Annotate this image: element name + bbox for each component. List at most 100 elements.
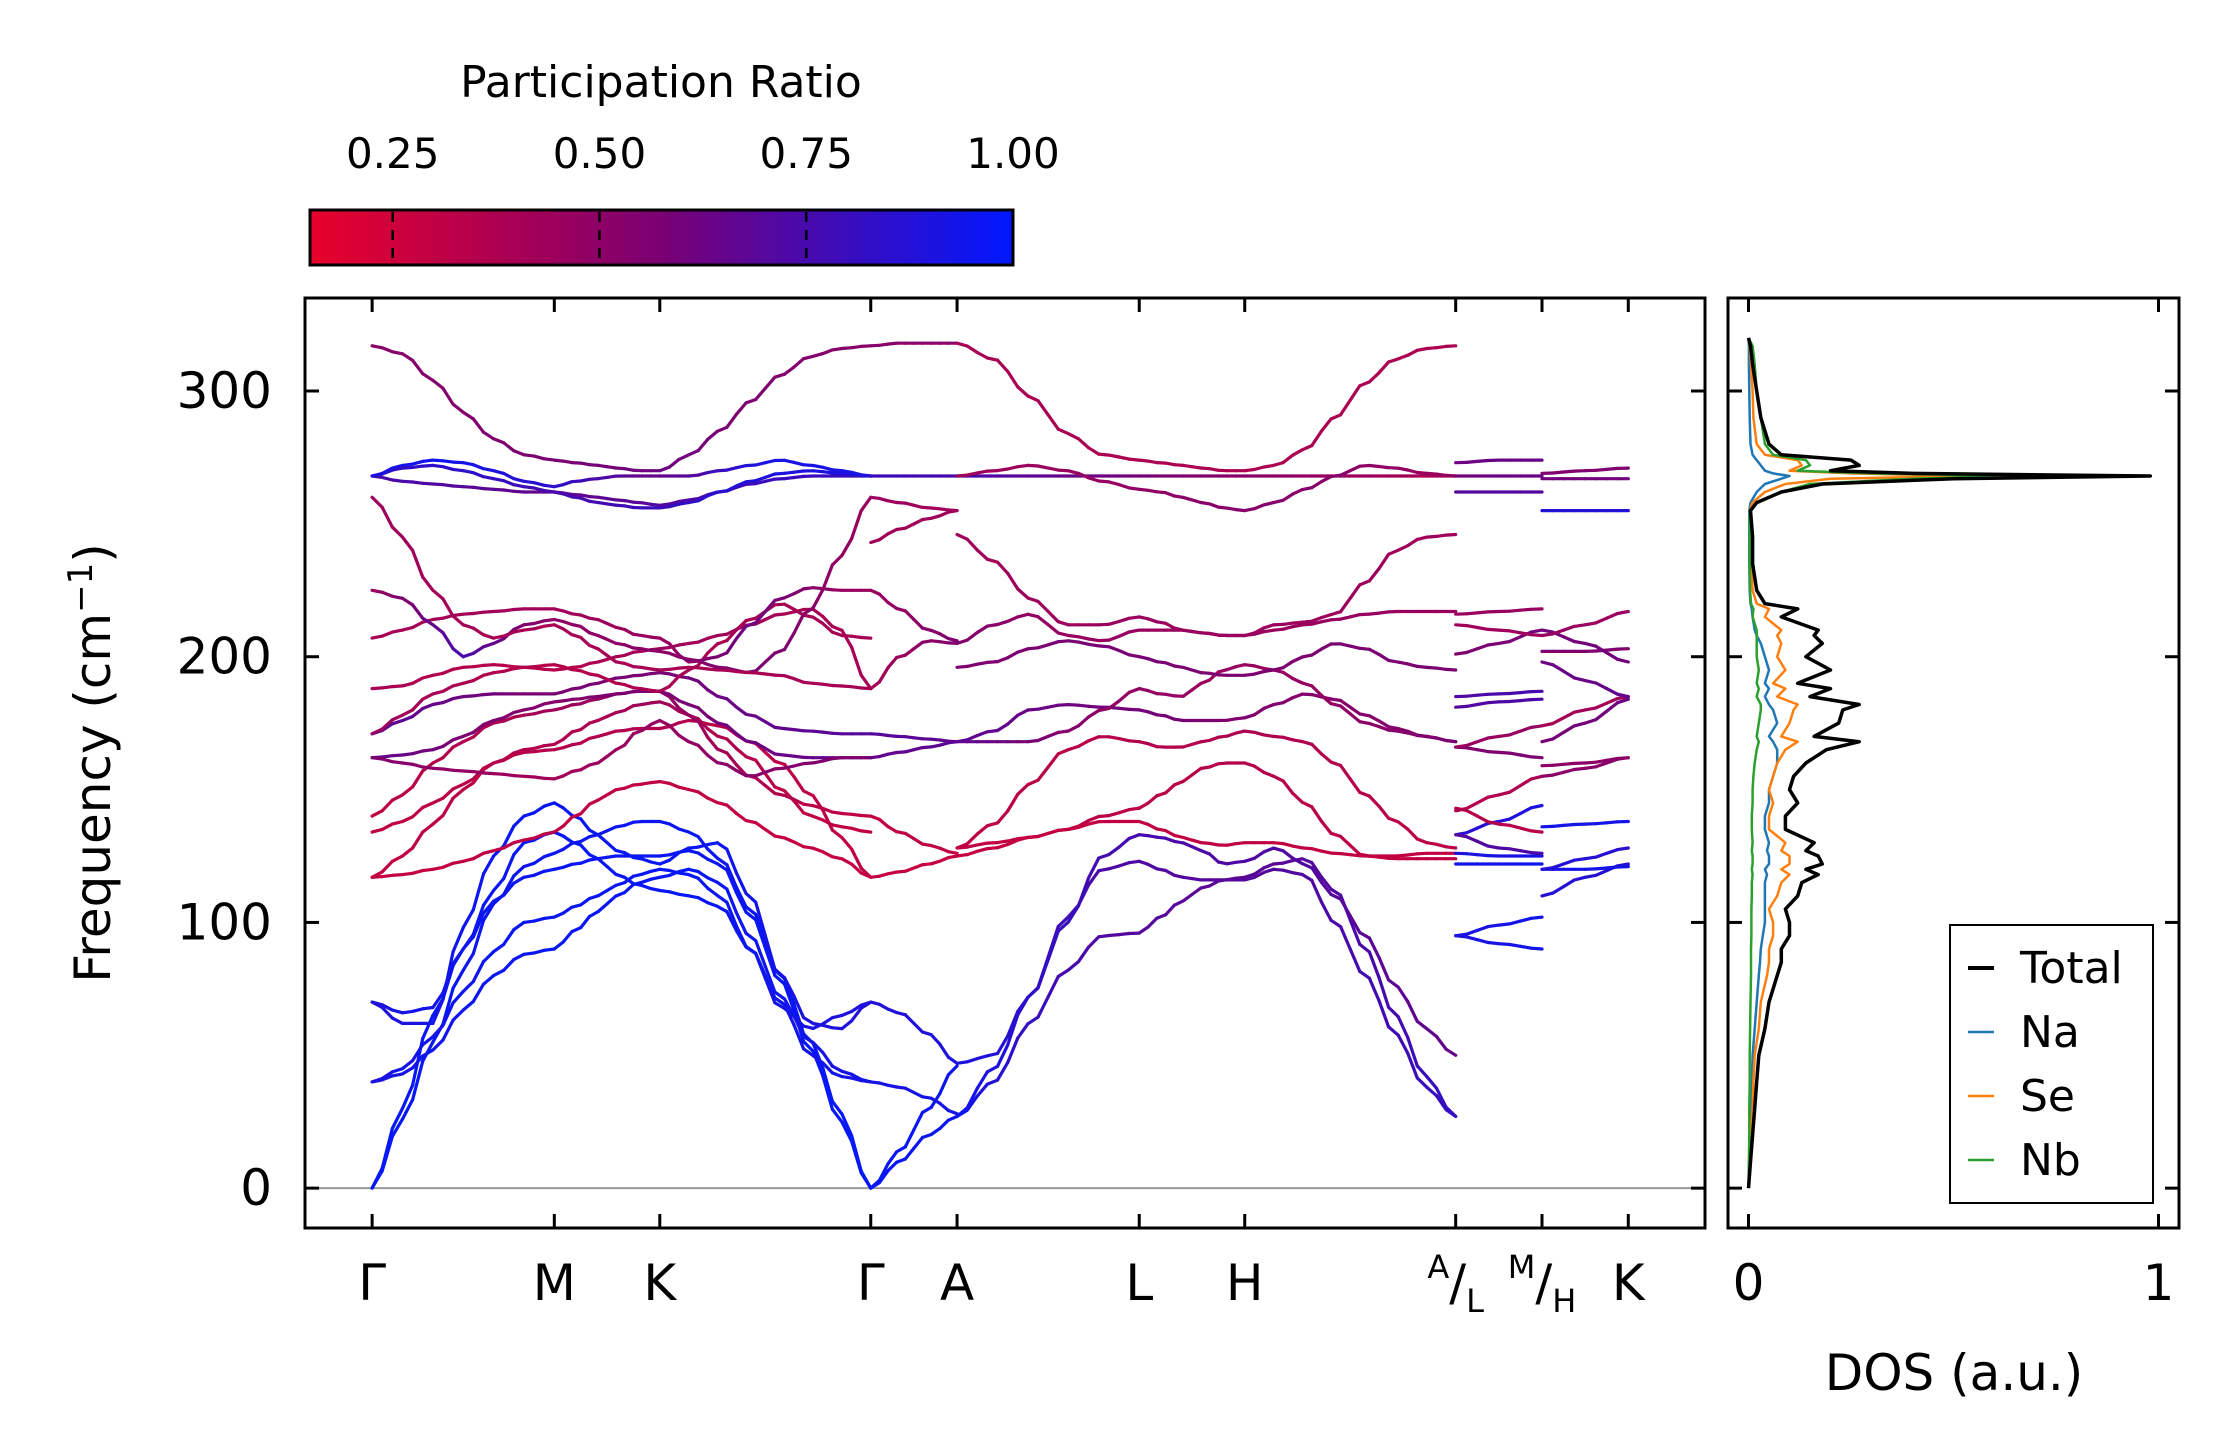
band-segment: [552, 623, 565, 631]
band-segment: [400, 352, 415, 362]
band-segment: [1097, 644, 1111, 649]
band-line: [658, 867, 873, 1084]
band-segment: [622, 851, 636, 860]
band-segment: [512, 864, 526, 878]
band-segment: [1086, 735, 1101, 743]
band-segment: [821, 850, 835, 859]
band-segment: [481, 609, 496, 614]
band-segment: [706, 642, 719, 655]
band-segment: [667, 651, 681, 659]
band-segment: [471, 982, 486, 1004]
band-segment: [734, 911, 748, 935]
band-segment: [1252, 866, 1266, 876]
band-segment: [441, 459, 455, 464]
band-segment: [830, 553, 844, 567]
band-segment: [1507, 783, 1523, 794]
band-segment: [1605, 701, 1620, 713]
band-line: [1137, 875, 1247, 935]
band-segment: [1243, 875, 1256, 882]
band-segment: [1497, 790, 1512, 797]
legend-box: [1949, 924, 2154, 1204]
band-segment: [792, 612, 806, 635]
band-segment: [985, 1064, 1000, 1074]
band-segment: [587, 798, 600, 806]
band-line: [1243, 463, 1458, 513]
band-segment: [512, 841, 526, 857]
band-segment: [754, 938, 767, 968]
band-segment: [1016, 612, 1030, 619]
band-segment: [849, 1139, 863, 1175]
band-segment: [1464, 935, 1479, 942]
band-segment: [1026, 707, 1040, 712]
band-segment: [849, 685, 863, 690]
band-segment: [1518, 916, 1533, 923]
band-segment: [431, 756, 445, 765]
band-segment: [512, 920, 526, 932]
band-segment: [390, 684, 405, 689]
x-label-a: A: [940, 1254, 974, 1312]
band-segment: [677, 846, 691, 855]
band-segment: [1036, 734, 1050, 743]
band-segment: [773, 372, 787, 379]
band-segment: [1281, 849, 1295, 860]
band-segment: [792, 797, 806, 806]
band-segment: [380, 684, 394, 690]
band-segment: [686, 497, 700, 502]
band-segment: [965, 630, 979, 642]
band-segment: [1583, 760, 1598, 765]
band-segment: [1056, 631, 1071, 638]
band-segment: [801, 761, 815, 766]
band-segment: [763, 672, 777, 677]
band-line: [1540, 756, 1630, 778]
band-segment: [706, 688, 719, 698]
band-line: [955, 612, 1141, 646]
legend-label-se: Se: [2020, 1071, 2075, 1122]
band-segment: [706, 662, 719, 669]
band-segment: [725, 887, 739, 915]
band-segment: [938, 1073, 951, 1096]
band-line: [658, 586, 873, 664]
band-segment: [744, 905, 758, 917]
band-segment: [744, 397, 758, 405]
band-segment: [1076, 715, 1091, 728]
band-segment: [390, 713, 405, 722]
band-segment: [431, 463, 445, 469]
band-segment: [522, 706, 536, 712]
band-segment: [1377, 719, 1391, 729]
band-segment: [821, 806, 835, 814]
band-segment: [801, 680, 815, 685]
band-segment: [734, 732, 748, 743]
band-line: [955, 686, 1141, 744]
band-segment: [1281, 453, 1295, 465]
band-segment: [754, 479, 767, 486]
band-segment: [754, 918, 767, 950]
colorbar-tick-label: 0.50: [553, 129, 647, 178]
band-segment: [1056, 827, 1071, 833]
band-segment: [471, 726, 486, 739]
band-segment: [512, 623, 526, 632]
band-segment: [1006, 837, 1020, 843]
band-segment: [605, 788, 618, 797]
band-segment: [1464, 611, 1479, 616]
band-segment: [561, 815, 574, 828]
band-segment: [400, 535, 415, 553]
band-segment: [1056, 620, 1071, 627]
band-segment: [975, 350, 990, 360]
band-segment: [542, 867, 556, 873]
band-segment: [801, 1047, 815, 1058]
band-segment: [522, 951, 536, 956]
band-segment: [400, 1009, 415, 1015]
band-segment: [658, 867, 672, 873]
band-line: [552, 819, 662, 855]
band-segment: [421, 702, 435, 711]
band-segment: [1006, 650, 1020, 660]
band-segment: [400, 681, 415, 688]
band-segment: [441, 483, 455, 488]
band-segment: [754, 475, 767, 483]
band-line: [370, 915, 556, 1084]
band-segment: [821, 1066, 835, 1104]
band-segment: [614, 743, 627, 752]
band-segment: [1338, 851, 1352, 857]
band-segment: [995, 619, 1010, 627]
band-segment: [1076, 945, 1091, 964]
